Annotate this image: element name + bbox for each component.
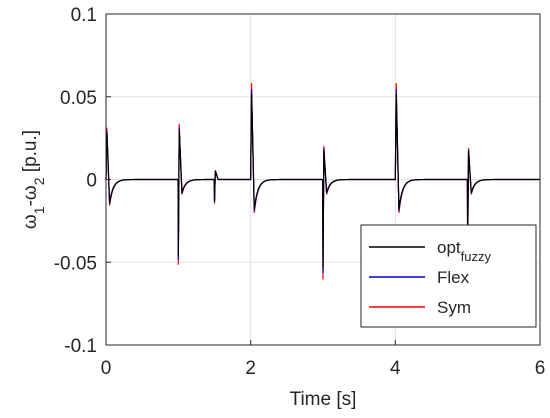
legend-label-flex: Flex bbox=[437, 268, 470, 287]
y-tick-label: 0.05 bbox=[60, 88, 97, 109]
x-tick-label: 2 bbox=[245, 358, 256, 379]
y-axis-label-omega1: ω bbox=[20, 214, 41, 229]
x-tick-label: 6 bbox=[535, 358, 546, 379]
y-tick-label: -0.05 bbox=[54, 253, 97, 274]
y-axis-label-omega2: -ω bbox=[20, 185, 41, 206]
x-axis-label: Time [s] bbox=[290, 389, 357, 410]
y-tick-label: -0.1 bbox=[64, 336, 97, 357]
y-axis-label: ω1-ω2 [p.u.] bbox=[20, 130, 47, 229]
x-tick-label: 4 bbox=[390, 358, 401, 379]
tick-labels: 0 2 4 6 0.1 0.05 0 -0.05 -0.1 bbox=[54, 5, 546, 379]
legend: optfuzzy Flex Sym bbox=[360, 224, 537, 328]
legend-label-opt-fuzzy: optfuzzy bbox=[437, 238, 491, 264]
legend-box bbox=[360, 224, 537, 328]
y-tick-label: 0.1 bbox=[71, 5, 97, 26]
y-axis-label-unit: [p.u.] bbox=[20, 130, 41, 178]
y-axis-label-sub1: 1 bbox=[31, 206, 47, 214]
x-tick-label: 0 bbox=[101, 358, 112, 379]
legend-label-fuzzy-sub: fuzzy bbox=[461, 249, 492, 264]
axis-ticks bbox=[105, 13, 541, 346]
legend-label-sym: Sym bbox=[437, 298, 471, 317]
legend-label-opt: opt bbox=[437, 238, 461, 257]
y-axis-label-sub2: 2 bbox=[31, 177, 47, 185]
y-tick-label: 0 bbox=[86, 171, 97, 192]
